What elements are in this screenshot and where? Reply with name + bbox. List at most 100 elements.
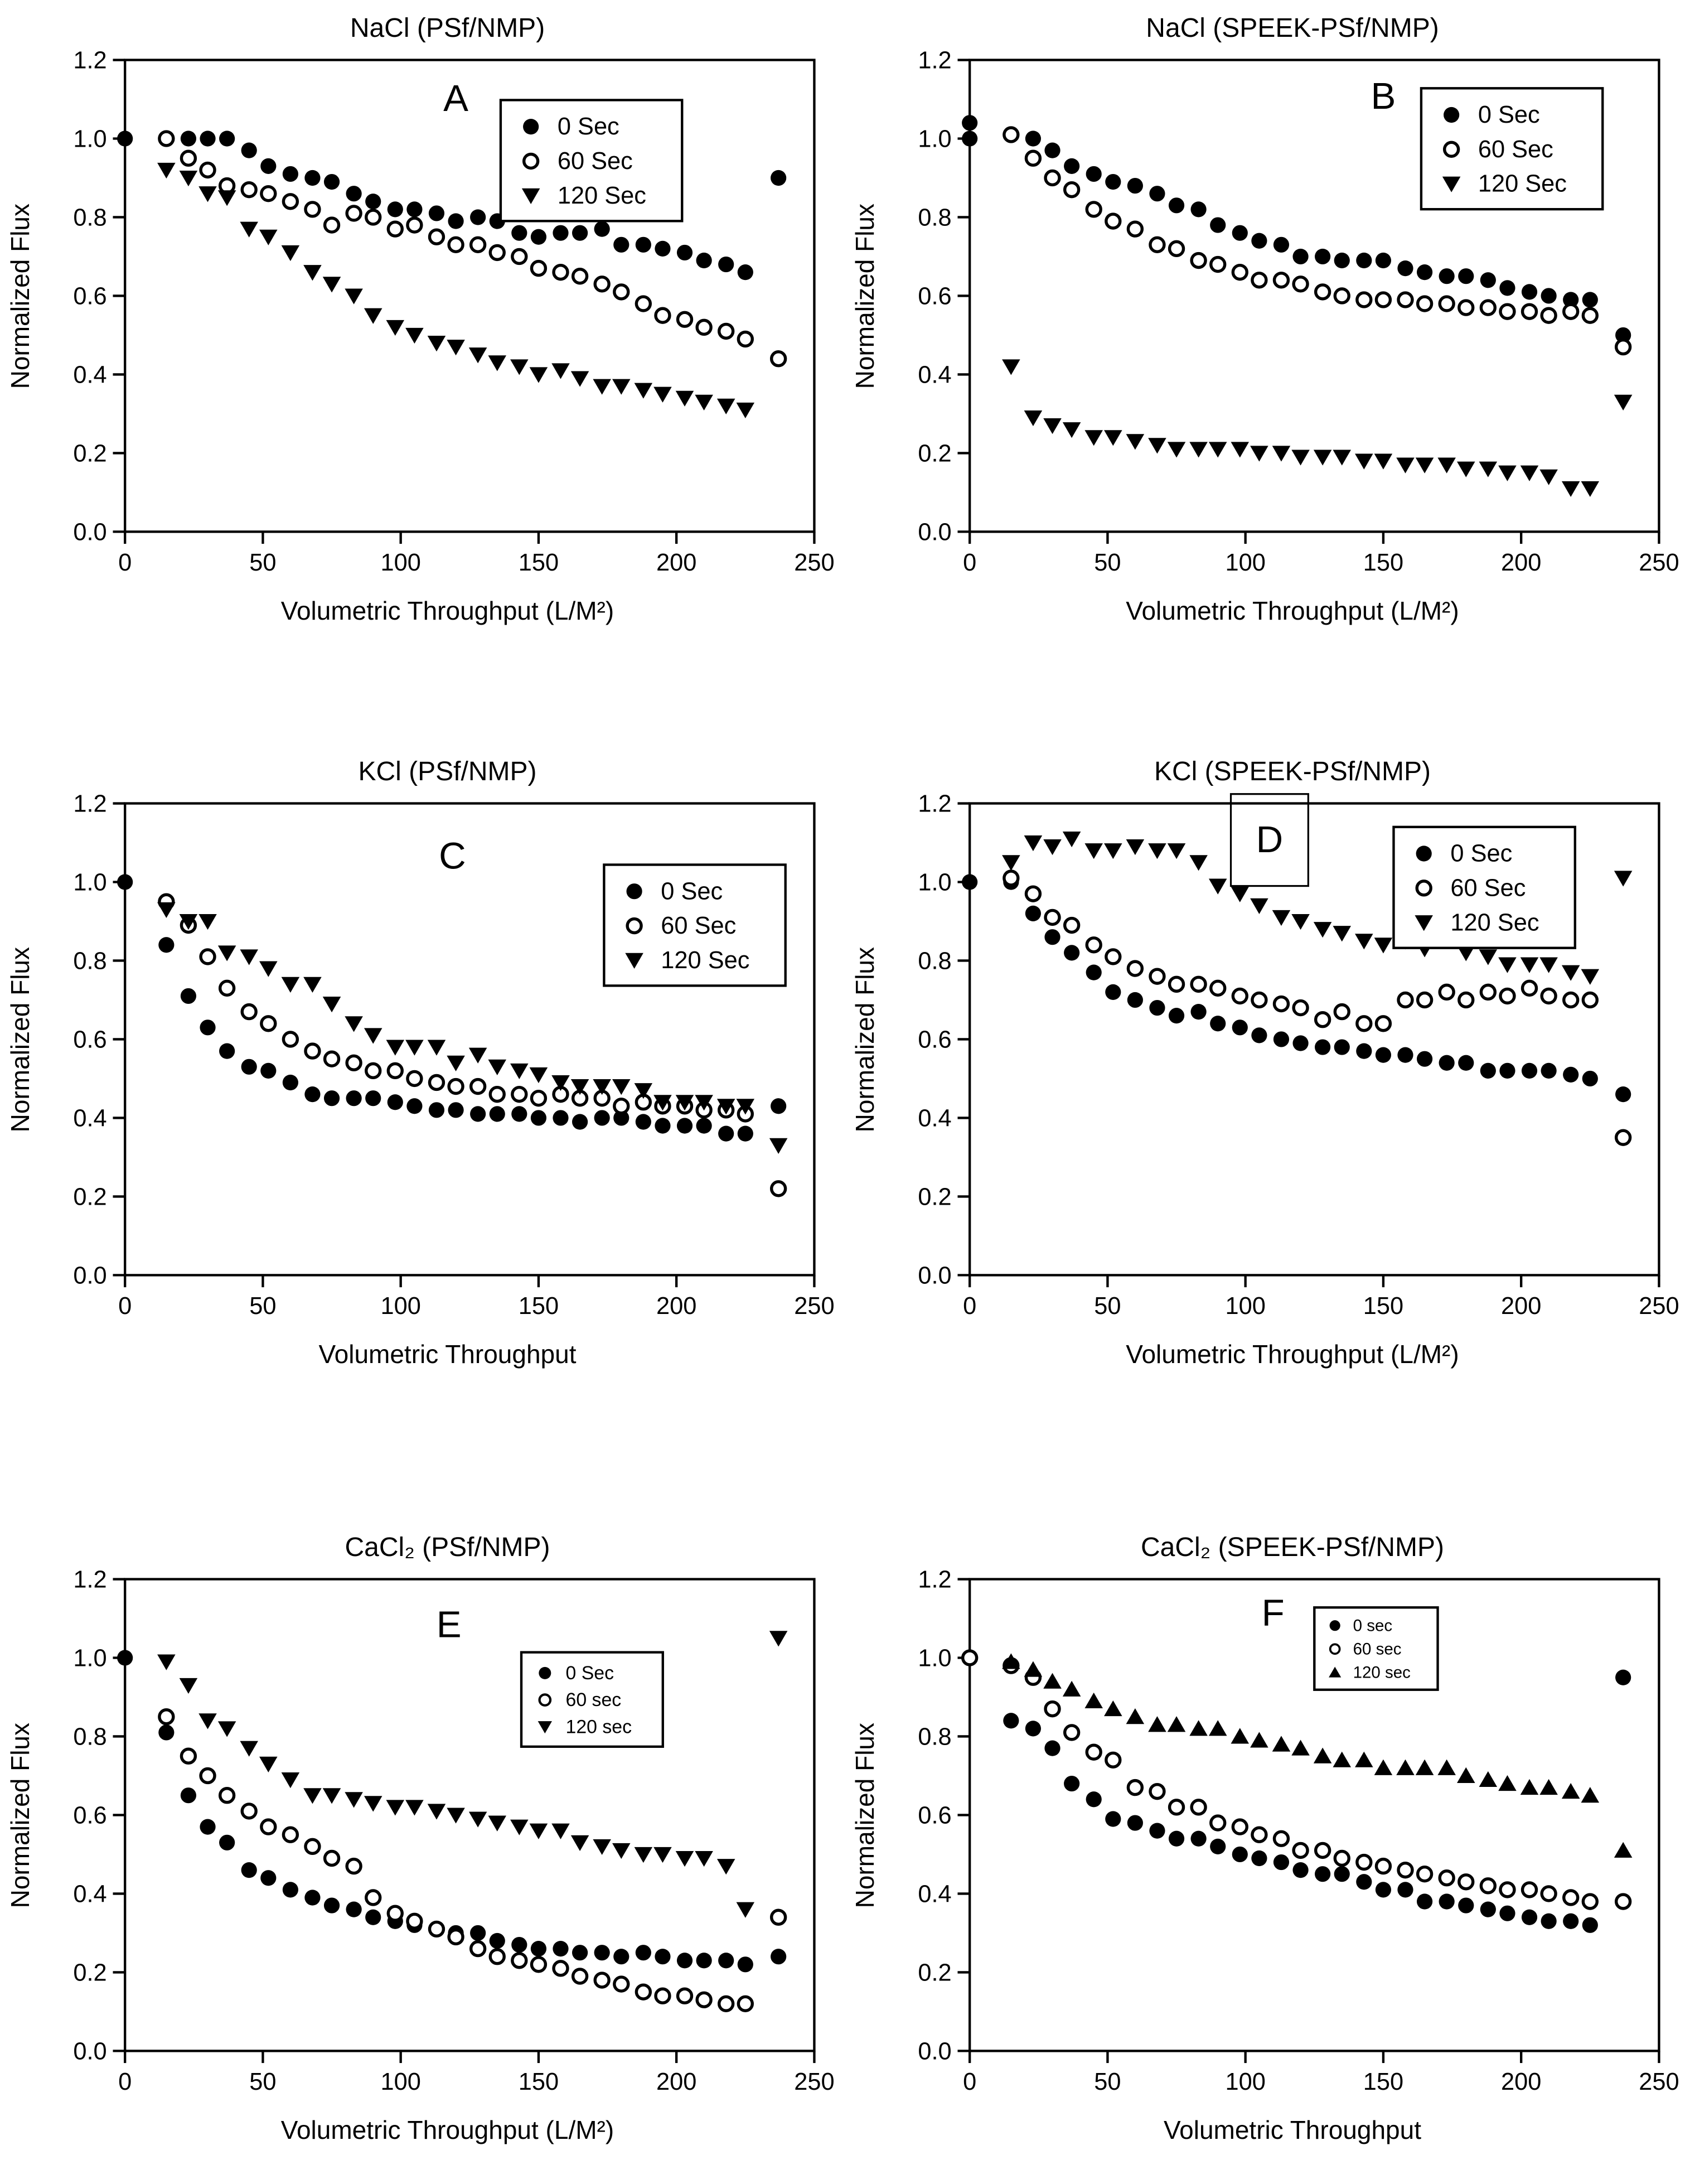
data-point [405, 1800, 424, 1816]
data-point [1167, 843, 1186, 859]
data-point [530, 1110, 547, 1126]
data-point [1520, 1779, 1539, 1795]
data-point [1479, 461, 1498, 477]
data-point [1498, 957, 1517, 973]
data-point [1272, 995, 1290, 1013]
data-point [1003, 126, 1020, 143]
data-point [551, 363, 570, 379]
data-point [1439, 268, 1455, 284]
y-tick-label: 0.0 [918, 2038, 951, 2065]
data-point [469, 1940, 487, 1958]
data-point [962, 874, 978, 890]
data-point [1480, 1062, 1496, 1079]
data-point [511, 1085, 528, 1103]
y-tick-label: 0.6 [73, 283, 106, 310]
data-point [406, 1070, 423, 1088]
data-point [676, 1953, 693, 1969]
data-point [157, 1654, 176, 1670]
data-point [198, 186, 217, 202]
data-point [1355, 1751, 1373, 1767]
data-point [1105, 212, 1122, 230]
data-point [1002, 855, 1020, 871]
chart-title: NaCl (SPEEK-PSf/NMP) [1146, 13, 1439, 43]
x-tick-label: 200 [1501, 2069, 1541, 2095]
data-point [1313, 450, 1332, 466]
data-point [303, 265, 322, 281]
data-point [695, 1850, 713, 1867]
y-tick-label: 1.2 [918, 49, 951, 74]
data-point [488, 244, 506, 262]
data-point [488, 1815, 507, 1832]
y-tick-label: 0.6 [73, 1027, 106, 1054]
data-point [157, 162, 176, 179]
data-point [1189, 442, 1208, 458]
data-point [365, 194, 381, 210]
data-point [1333, 1751, 1352, 1767]
data-point [180, 131, 197, 147]
data-point [1333, 926, 1352, 942]
data-point [406, 216, 423, 234]
data-point [530, 1941, 547, 1957]
data-point [1313, 922, 1332, 938]
data-point [1417, 1893, 1433, 1910]
data-point [552, 1960, 569, 1977]
data-point [1397, 991, 1414, 1009]
data-point [1292, 1035, 1309, 1051]
data-point [634, 383, 653, 399]
y-tick-label: 1.0 [918, 126, 951, 153]
y-tick-label: 0.0 [73, 1263, 106, 1289]
data-point [1251, 272, 1268, 289]
data-point [655, 1118, 671, 1134]
data-point [387, 1094, 403, 1110]
data-point [260, 1062, 277, 1079]
data-point [1479, 299, 1497, 316]
data-point [1127, 177, 1143, 194]
x-axis-label: Volumetric Throughput (L/M²) [1126, 596, 1459, 625]
data-point [696, 252, 712, 269]
x-tick-label: 200 [656, 2069, 696, 2095]
data-point [259, 229, 278, 245]
data-point [1024, 410, 1043, 427]
data-point [304, 170, 321, 186]
data-point [1329, 1666, 1342, 1678]
data-point [1499, 280, 1515, 296]
data-point [1375, 1882, 1392, 1898]
data-point [1442, 141, 1460, 158]
y-tick-label: 1.2 [918, 1568, 951, 1593]
data-point [488, 1948, 506, 1965]
data-point [737, 264, 753, 281]
x-tick-label: 0 [118, 549, 132, 576]
panel-a: NaCl (PSf/NMP) Normalized Flux 0 50 100 150… [0, 0, 845, 728]
data-point [158, 1708, 175, 1726]
data-point [322, 997, 341, 1013]
data-point [427, 1804, 446, 1820]
data-point [1251, 1850, 1267, 1867]
data-point [676, 1987, 694, 2004]
data-point [240, 181, 258, 199]
data-point [635, 295, 652, 312]
data-point [199, 161, 216, 179]
data-point [1292, 276, 1309, 293]
data-point [570, 1835, 589, 1851]
data-point [1615, 1669, 1631, 1685]
data-point [1231, 886, 1250, 902]
data-point [447, 1928, 464, 1946]
data-point [1582, 1917, 1598, 1933]
data-point [345, 1792, 363, 1808]
x-tick-label: 250 [1639, 2069, 1679, 2095]
data-point [1189, 1720, 1208, 1736]
y-tick-label: 0.2 [918, 1184, 951, 1211]
data-point [1024, 1661, 1043, 1677]
data-point [718, 322, 735, 340]
data-point [771, 1098, 787, 1114]
data-point [217, 1721, 236, 1737]
chart-area: Normalized Flux 0 50 100 150 200 250 0.0 0.2 0.4… [0, 793, 845, 1337]
data-point [448, 213, 464, 229]
x-tick-label: 0 [963, 1293, 976, 1320]
data-point [1250, 898, 1268, 914]
x-tick-label: 250 [1639, 1293, 1679, 1320]
legend-label: 0 Sec [661, 878, 723, 905]
panel-d: KCl (SPEEK-PSf/NMP) Normalized Flux 0 50 1… [845, 728, 1690, 1456]
data-point [737, 1956, 753, 1973]
data-point [1167, 1716, 1186, 1732]
